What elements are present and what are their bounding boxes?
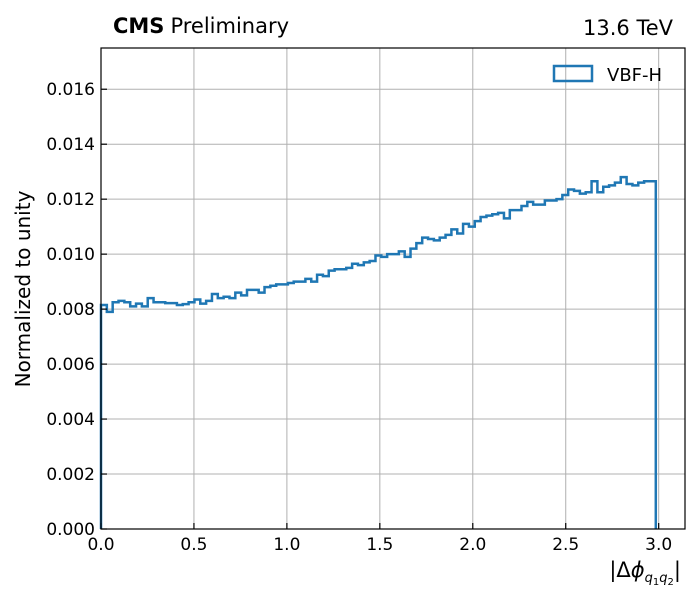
y-tick-label: 0.012 [46,190,95,210]
y-tick-label: 0.008 [46,300,95,320]
x-tick-label: 3.0 [645,535,672,555]
x-tick-label: 2.5 [552,535,579,555]
y-tick-label: 0.014 [46,135,95,155]
series-vbf-h-histogram [99,175,658,529]
y-tick-label: 0.000 [46,520,95,540]
experiment-header: CMS Preliminary [113,14,289,38]
x-axis-label: |Δϕq1q2| [609,558,681,588]
y-tick-label: 0.010 [46,245,95,265]
status-label: Preliminary [170,14,289,38]
plot-frame [100,47,686,530]
x-tick-label: 1.5 [366,535,393,555]
legend-swatch-vbf-h [552,64,594,83]
x-tick-label: 1.0 [273,535,300,555]
y-gridlines [101,88,685,530]
x-tick-label: 2.0 [459,535,486,555]
x-tick-label: 0.5 [180,535,207,555]
legend-label-vbf-h: VBF-H [607,65,662,86]
y-tick-label: 0.002 [46,465,95,485]
experiment-label: CMS [113,14,164,38]
y-tick-label: 0.004 [46,410,95,430]
legend: VBF-H [552,64,662,86]
y-tick-label: 0.006 [46,355,95,375]
x-ticks: 0.0 0.5 1.0 1.5 2.0 2.5 3.0 [87,523,672,555]
energy-label: 13.6 TeV [583,16,674,40]
x-tick-label: 0.0 [87,535,114,555]
y-ticks: 0.000 0.002 0.004 0.006 0.008 0.010 0.012 0.014… [46,80,107,540]
x-gridlines [100,48,660,529]
y-tick-label: 0.016 [46,80,95,100]
y-axis-label: Normalized to unity [11,190,35,387]
